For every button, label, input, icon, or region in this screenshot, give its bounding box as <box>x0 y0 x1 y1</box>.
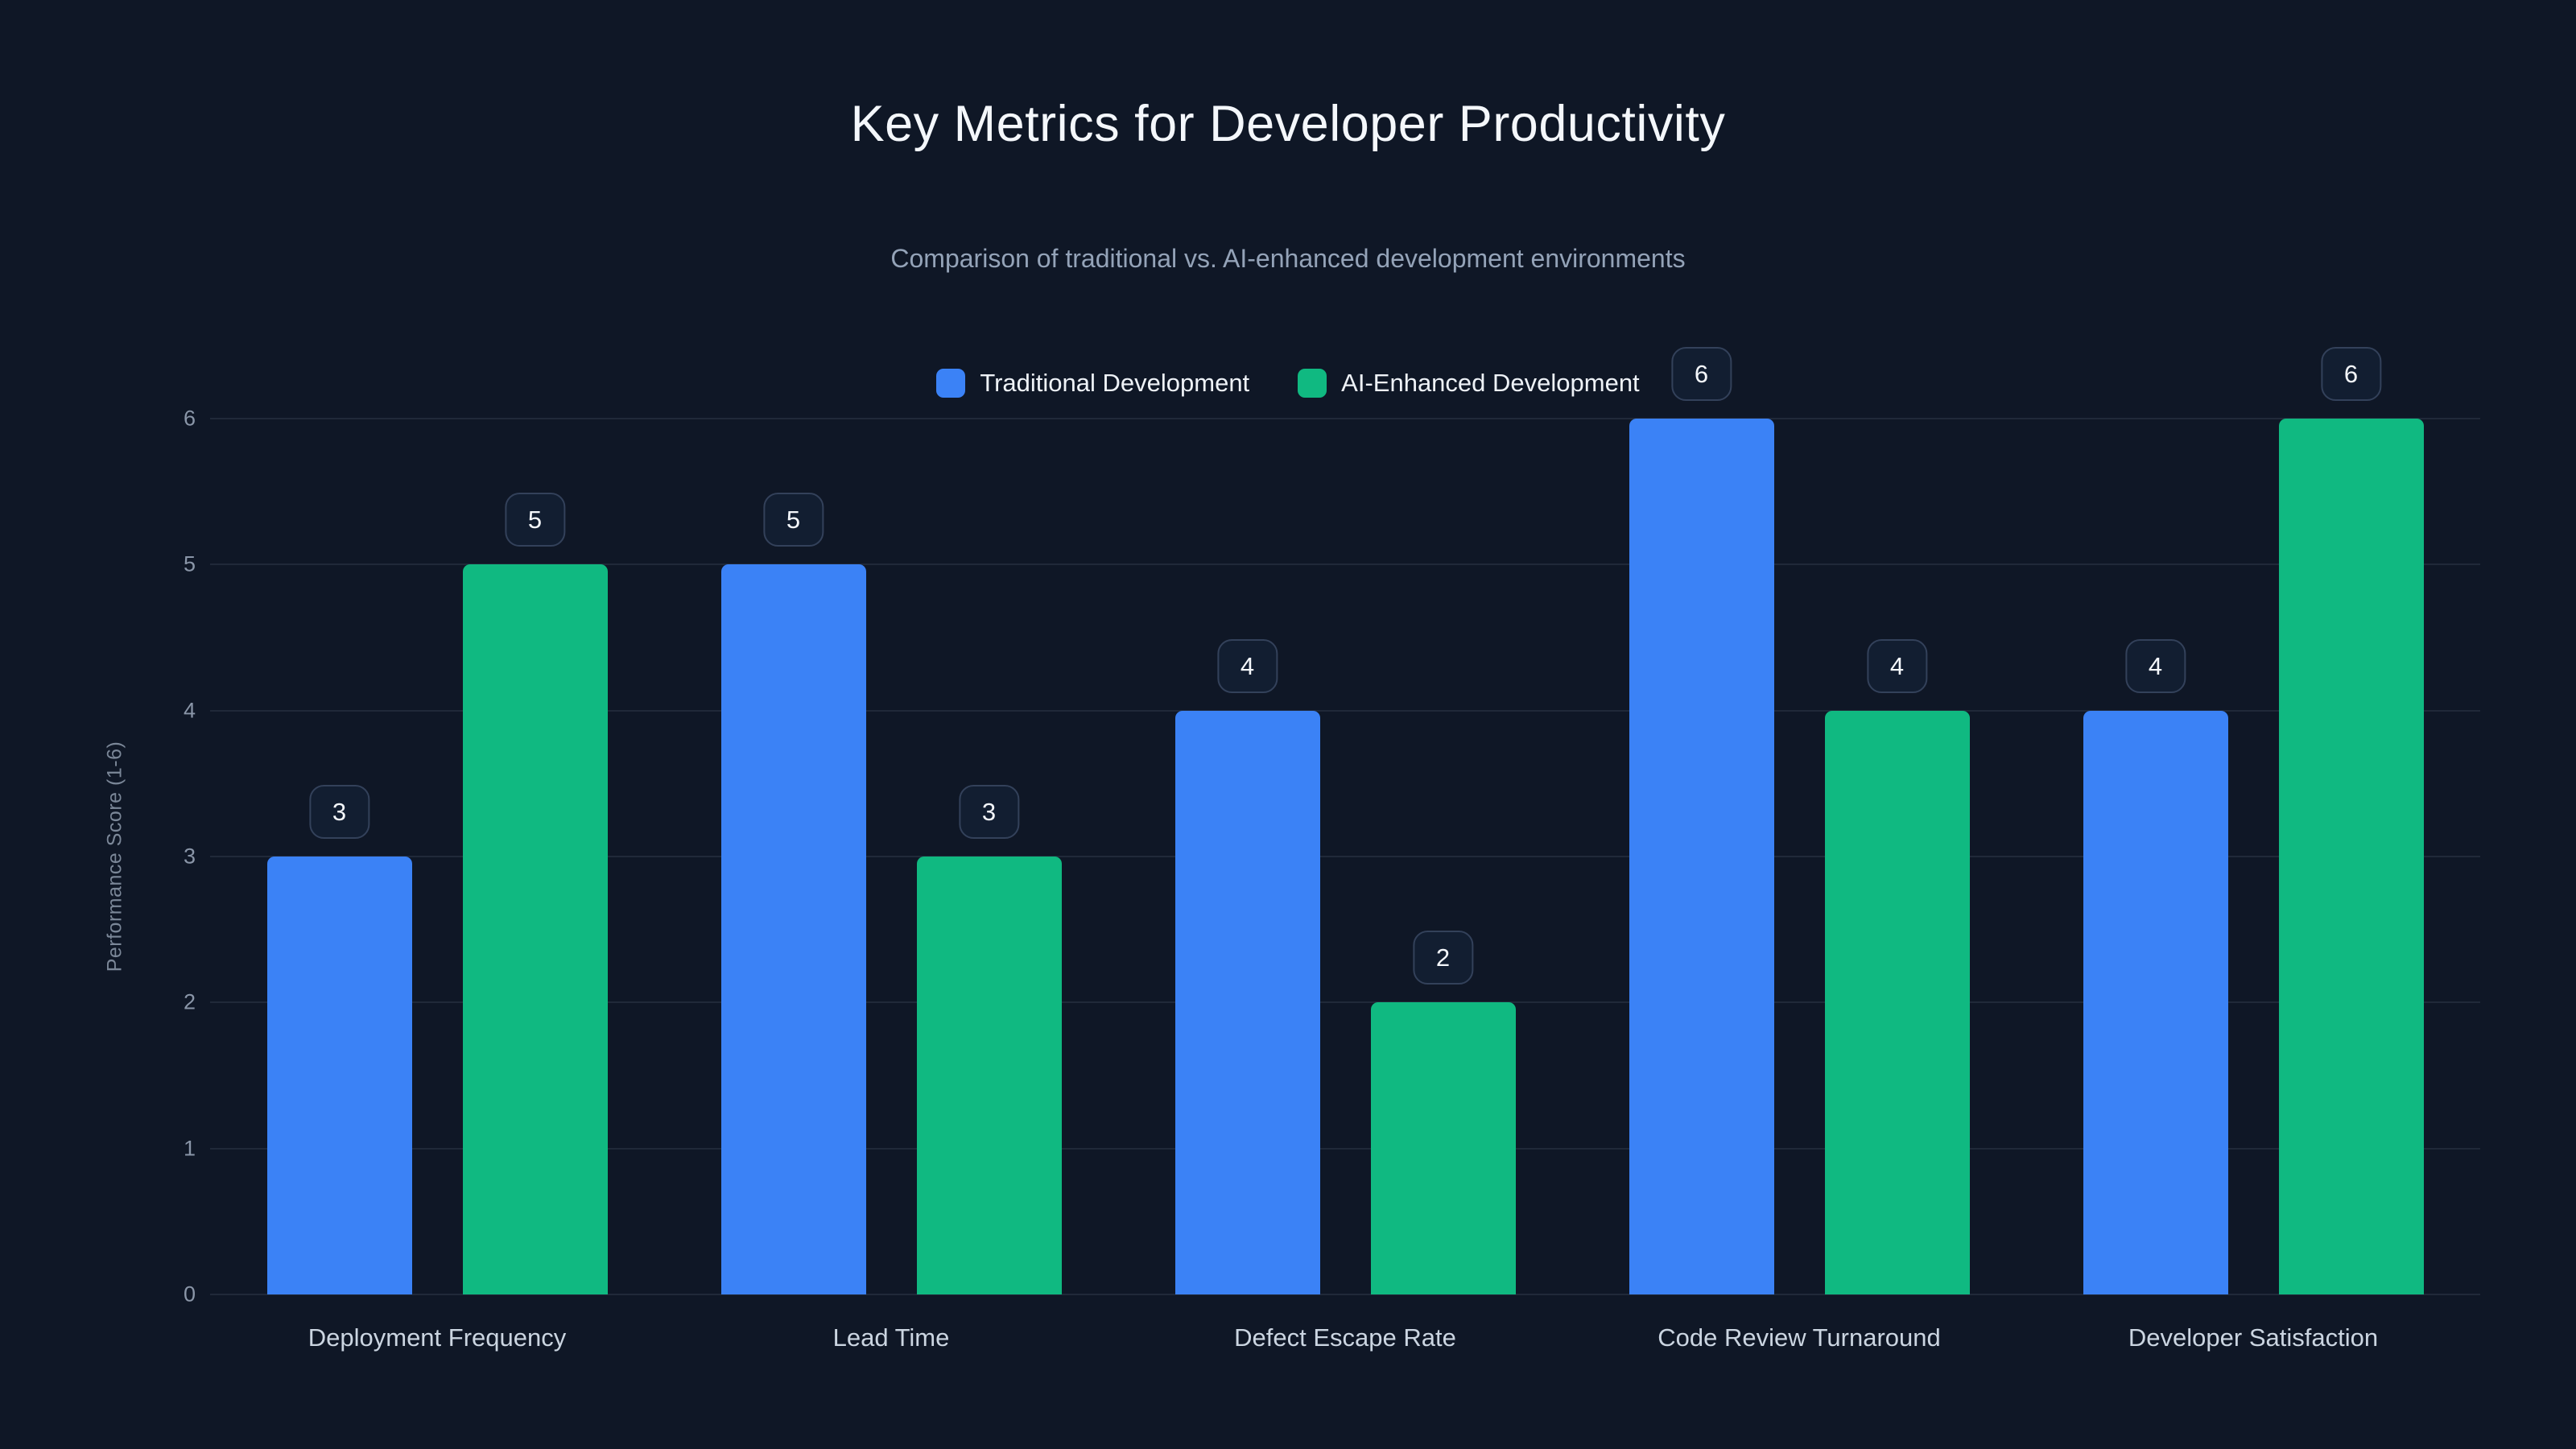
legend-label: Traditional Development <box>980 369 1250 397</box>
bar-slot: 6 <box>2278 347 2424 1294</box>
bar[interactable] <box>1174 710 1320 1294</box>
bar-group: 4 6 Developer Satisfaction <box>2026 347 2480 1352</box>
bar-slot: 4 <box>2083 638 2228 1294</box>
x-tick-label: Lead Time <box>832 1323 950 1352</box>
bar[interactable] <box>462 564 608 1294</box>
value-label-badge: 5 <box>504 493 566 547</box>
y-tick-label: 0 <box>183 1282 196 1307</box>
value-label-badge: 6 <box>1670 347 1732 401</box>
bar-slot: 4 <box>1824 638 1970 1294</box>
gridline <box>210 709 2480 712</box>
value-label-badge: 3 <box>308 785 370 839</box>
bar-group: 5 3 Lead Time <box>664 419 1118 1352</box>
y-tick-label: 5 <box>183 551 196 576</box>
y-tick-label: 1 <box>183 1136 196 1161</box>
bar[interactable] <box>2083 710 2228 1294</box>
bar[interactable] <box>916 857 1062 1294</box>
x-tick-label: Developer Satisfaction <box>2128 1323 2379 1352</box>
bar-slot: 4 <box>1174 638 1320 1294</box>
gridline <box>210 856 2480 857</box>
bar-slot: 2 <box>1370 931 1516 1294</box>
gridline <box>210 418 2480 419</box>
legend-swatch-icon <box>936 369 966 398</box>
value-label-badge: 4 <box>1216 638 1278 693</box>
value-label-badge: 2 <box>1412 931 1474 985</box>
legend-item[interactable]: AI-Enhanced Development <box>1298 369 1640 398</box>
bar-slot: 5 <box>462 493 608 1294</box>
bar[interactable] <box>1629 419 1774 1294</box>
bar-group: 4 2 Defect Escape Rate <box>1118 419 1572 1352</box>
gridline <box>210 1147 2480 1150</box>
y-tick-label: 3 <box>183 844 196 869</box>
value-label-badge: 5 <box>762 493 824 547</box>
legend-item[interactable]: Traditional Development <box>936 369 1249 398</box>
value-label-badge: 4 <box>2124 638 2186 693</box>
bar[interactable] <box>1824 710 1970 1294</box>
y-tick-label: 6 <box>183 406 196 431</box>
bar-slot: 5 <box>720 493 866 1294</box>
bar-group: 3 5 Deployment Frequency <box>210 419 664 1352</box>
bar-slot: 6 <box>1629 347 1774 1294</box>
y-tick-label: 4 <box>183 698 196 723</box>
gridline <box>210 1294 2480 1295</box>
y-tick-label: 2 <box>183 989 196 1014</box>
chart-subtitle: Comparison of traditional vs. AI-enhance… <box>890 244 1686 273</box>
bar[interactable] <box>2278 419 2424 1294</box>
gridline <box>210 564 2480 566</box>
value-label-badge: 6 <box>2320 347 2382 401</box>
value-label-badge: 4 <box>1866 638 1928 693</box>
bar-slot: 3 <box>916 785 1062 1294</box>
gridline <box>210 1001 2480 1004</box>
legend-label: AI-Enhanced Development <box>1341 369 1640 397</box>
bar-group: 6 4 Code Review Turnaround <box>1572 347 2026 1352</box>
x-tick-label: Defect Escape Rate <box>1234 1323 1456 1352</box>
chart-title: Key Metrics for Developer Productivity <box>850 96 1726 152</box>
bar[interactable] <box>720 564 866 1294</box>
legend-swatch-icon <box>1298 369 1327 398</box>
bar[interactable] <box>266 857 412 1294</box>
legend: Traditional Development AI-Enhanced Devel… <box>0 369 2576 398</box>
bar[interactable] <box>1370 1002 1516 1294</box>
x-tick-label: Deployment Frequency <box>308 1323 567 1352</box>
x-tick-label: Code Review Turnaround <box>1657 1323 1941 1352</box>
bar-slot: 3 <box>266 785 412 1294</box>
y-axis-title: Performance Score (1-6) <box>103 741 126 972</box>
value-label-badge: 3 <box>958 785 1020 839</box>
plot-area: 0 1 2 3 4 5 6 3 5 Deployment Frequency 5 3 Lead Time… <box>184 347 2480 1352</box>
